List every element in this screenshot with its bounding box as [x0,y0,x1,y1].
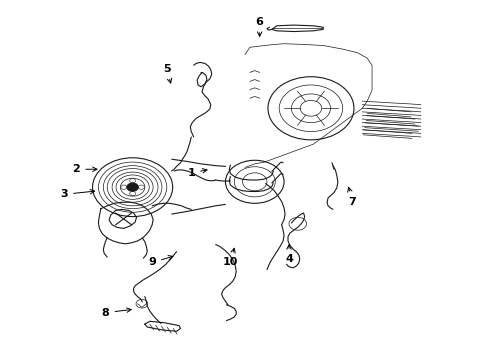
Text: 2: 2 [73,164,97,174]
Text: 5: 5 [163,64,172,83]
Circle shape [127,183,139,192]
Text: 8: 8 [102,308,131,318]
Text: 1: 1 [187,168,207,178]
Text: 3: 3 [60,189,95,199]
Text: 7: 7 [347,187,356,207]
Text: 10: 10 [222,248,238,267]
Text: 6: 6 [256,17,264,36]
Text: 9: 9 [148,256,173,267]
Circle shape [121,178,145,196]
Text: 4: 4 [285,245,293,264]
